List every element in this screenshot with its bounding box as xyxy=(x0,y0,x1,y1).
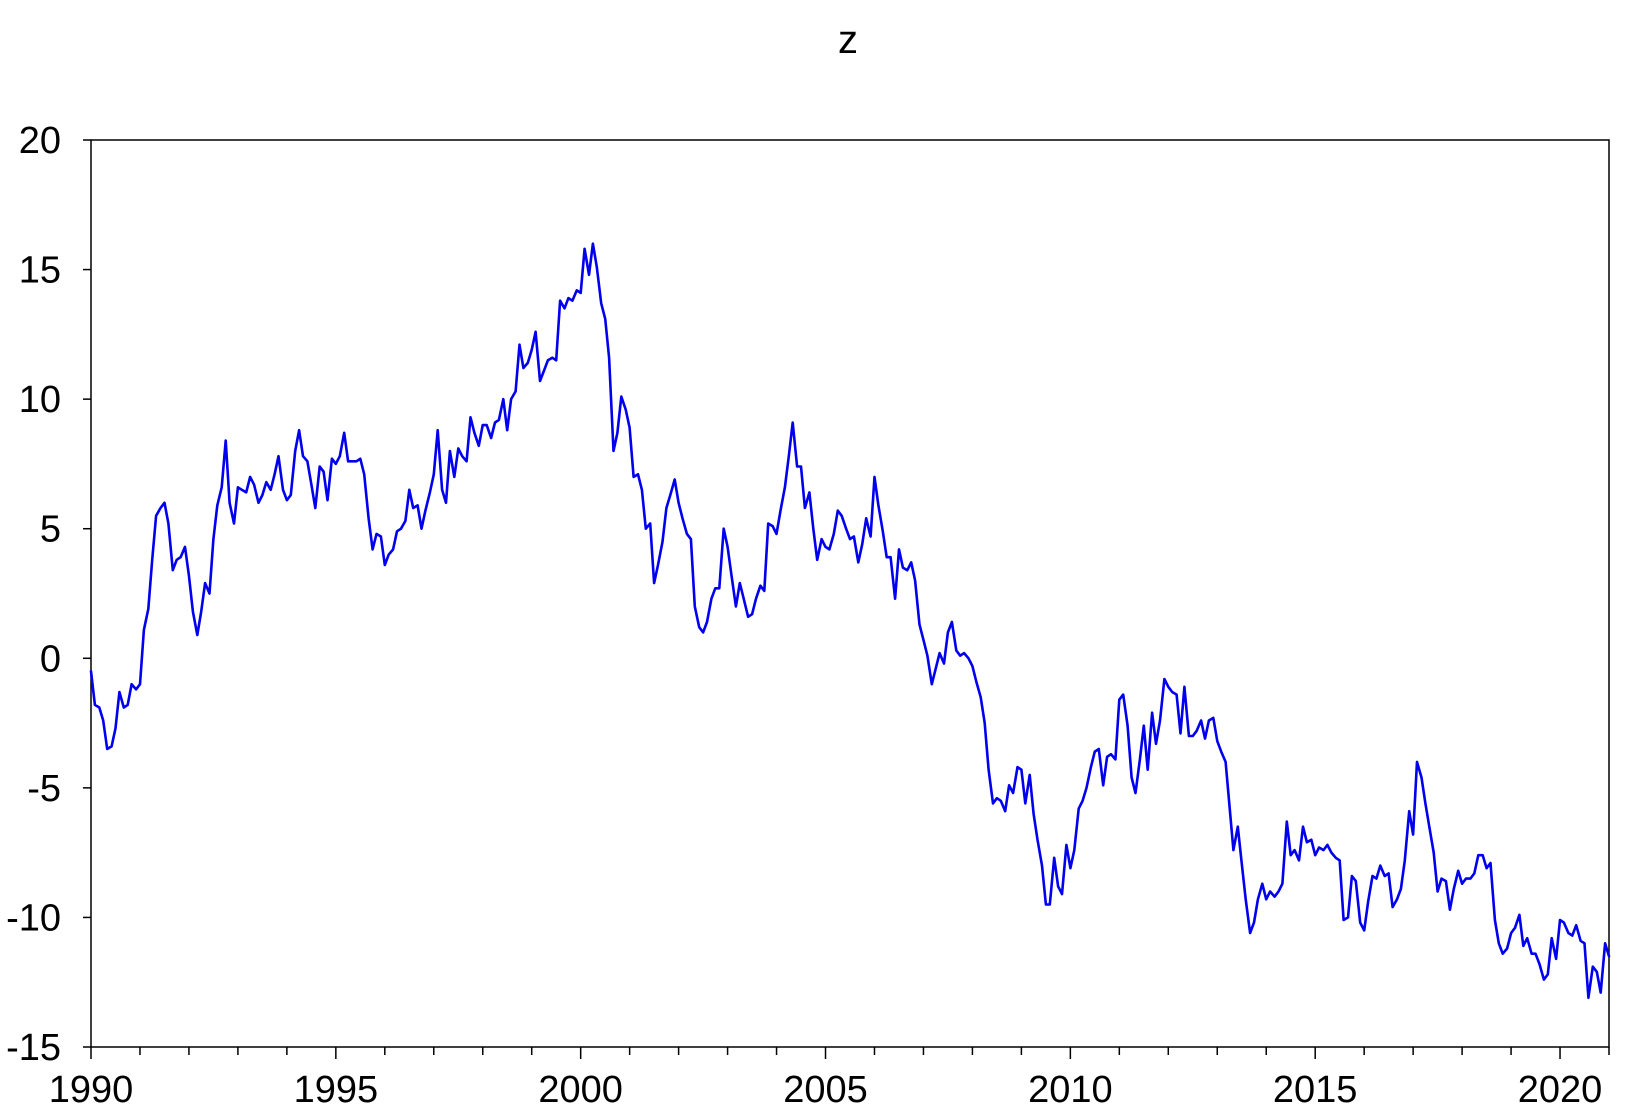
y-axis: -15 -10 -5 0 5 10 15 20 xyxy=(6,120,91,1069)
x-axis: 1990 1995 2000 2005 2010 2015 2020 xyxy=(49,1047,1610,1111)
y-tick-label: 20 xyxy=(19,120,61,162)
y-tick-label: 0 xyxy=(40,638,61,680)
plot-frame xyxy=(90,139,1610,1048)
x-tick-label: 2020 xyxy=(1518,1069,1603,1111)
x-tick-label: 1995 xyxy=(294,1069,379,1111)
x-tick-label: 2005 xyxy=(783,1069,868,1111)
y-tick-label: 15 xyxy=(19,250,61,292)
y-tick-label: -10 xyxy=(6,897,61,939)
series-layer xyxy=(89,242,1611,1000)
y-tick-label: -15 xyxy=(6,1027,61,1069)
x-tick-label: 2000 xyxy=(538,1069,623,1111)
series-line xyxy=(89,242,1611,1000)
x-tick-label: 2015 xyxy=(1273,1069,1358,1111)
y-tick-label: 5 xyxy=(40,509,61,551)
x-tick-label: 2010 xyxy=(1028,1069,1113,1111)
chart-title: z xyxy=(838,18,858,62)
x-tick-label: 1990 xyxy=(49,1069,134,1111)
y-tick-label: -5 xyxy=(27,768,61,810)
y-tick-label: 10 xyxy=(19,379,61,421)
